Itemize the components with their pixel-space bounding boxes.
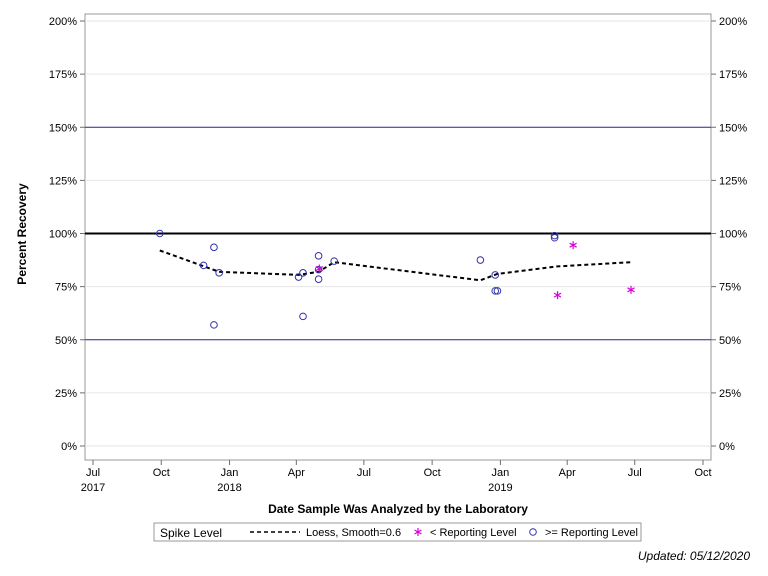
circle-point [550, 233, 559, 242]
star-point [569, 241, 577, 250]
star-point [627, 285, 635, 294]
x-tick-label: Jul [86, 467, 100, 479]
circle-point [299, 269, 307, 277]
x-tick-label: Oct [424, 467, 441, 479]
x-tick-label: Apr [288, 467, 305, 479]
x-tick-label: Jul [628, 467, 642, 479]
circle-point [476, 256, 485, 264]
x-tick-year-label: 2018 [217, 482, 241, 494]
circle-point [491, 287, 500, 295]
y-tick-label: 200% [49, 16, 77, 28]
x-tick-year-label: 2017 [81, 482, 105, 494]
plot-area [84, 13, 712, 461]
legend-label: >= Reporting Level [545, 527, 638, 539]
star-point [315, 264, 324, 273]
y-tick-label: 50% [55, 335, 77, 347]
circle-point [215, 269, 223, 277]
loess-line [159, 249, 632, 282]
legend-box [153, 522, 642, 542]
circle-point [299, 312, 307, 321]
x-axis-title: Date Sample Was Analyzed by the Laborato… [268, 502, 528, 516]
legend-label: < Reporting Level [430, 527, 517, 539]
y-tick-label-right: 75% [719, 282, 741, 294]
x-tick-label: Apr [559, 467, 576, 479]
circle-point [493, 287, 502, 295]
circle-point [550, 231, 559, 240]
y-tick-label: 100% [49, 229, 77, 241]
y-tick-label-right: 50% [719, 335, 741, 347]
y-tick-label-right: 125% [719, 175, 747, 187]
x-tick-year-label: 2019 [488, 482, 512, 494]
updated-footnote: Updated: 05/12/2020 [637, 549, 750, 563]
circle-point [330, 257, 338, 265]
legend: Spike Level Loess, Smooth=0.6 < Reporting … [153, 522, 642, 542]
y-tick-label: 175% [49, 69, 77, 81]
x-tick-label: Oct [694, 467, 711, 479]
legend-swatch-circle [529, 528, 537, 536]
circle-point [491, 271, 500, 279]
star-point [553, 291, 562, 300]
y-tick-label: 150% [49, 122, 77, 134]
circle-point [199, 261, 208, 270]
y-tick-label-right: 0% [719, 441, 735, 453]
y-tick-label: 25% [55, 388, 77, 400]
legend-label: Loess, Smooth=0.6 [306, 527, 401, 539]
legend-title: Spike Level [160, 526, 222, 540]
circle-point [210, 321, 218, 329]
circle-point [210, 243, 218, 252]
y-tick-label-right: 25% [719, 388, 741, 400]
y-tick-label-right: 150% [719, 122, 747, 134]
x-tick-label: Jan [492, 467, 510, 479]
circle-point [314, 275, 323, 283]
y-tick-label: 75% [55, 282, 77, 294]
x-tick-label: Jan [221, 467, 239, 479]
y-tick-label: 0% [61, 441, 77, 453]
y-tick-label-right: 175% [719, 69, 747, 81]
y-tick-label-right: 100% [719, 229, 747, 241]
legend-swatch-star [414, 528, 422, 536]
x-tick-label: Oct [153, 467, 170, 479]
circle-point [155, 229, 164, 238]
x-tick-label: Jul [357, 467, 371, 479]
y-tick-label: 125% [49, 175, 77, 187]
y-axis-title: Percent Recovery [15, 183, 29, 285]
circle-point [314, 252, 323, 260]
y-tick-label-right: 200% [719, 16, 747, 28]
circle-point [294, 273, 303, 281]
